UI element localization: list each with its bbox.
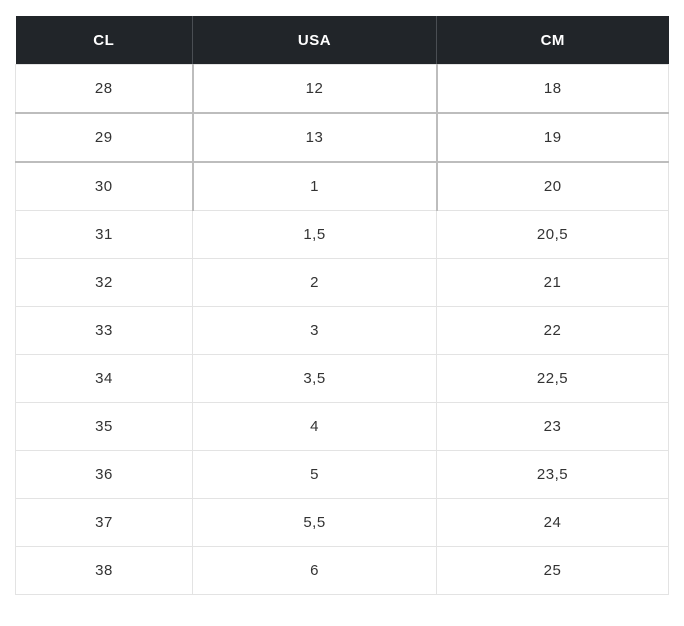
table-row: 30 1 20	[15, 161, 669, 211]
table-header: CL USA CM	[15, 16, 669, 65]
cell-cm: 23,5	[436, 450, 669, 499]
cell-usa: 12	[191, 64, 438, 114]
cell-cl: 29	[15, 112, 193, 163]
cell-cl: 33	[15, 306, 193, 355]
cell-cm: 25	[436, 546, 669, 595]
table-row: 35 4 23	[15, 402, 669, 451]
cell-usa: 3	[192, 306, 437, 355]
cell-cl: 37	[15, 498, 193, 547]
table-row: 31 1,5 20,5	[15, 210, 669, 259]
cell-usa: 1,5	[192, 210, 437, 259]
cell-cl: 35	[15, 402, 193, 451]
cell-usa: 1	[191, 161, 438, 211]
cell-cm: 18	[436, 64, 669, 114]
cell-usa: 5,5	[192, 498, 437, 547]
table-row: 38 6 25	[15, 546, 669, 595]
size-conversion-table: CL USA CM 28 12 18 29 13 19 30 1 20 31 1…	[15, 16, 669, 595]
cell-cl: 34	[15, 354, 193, 403]
cell-cm: 20	[436, 161, 669, 211]
cell-usa: 13	[191, 112, 438, 163]
cell-cm: 24	[436, 498, 669, 547]
column-header-usa: USA	[192, 16, 437, 65]
table-row: 36 5 23,5	[15, 450, 669, 499]
table-body: 28 12 18 29 13 19 30 1 20 31 1,5 20,5 32…	[15, 64, 669, 595]
cell-usa: 4	[192, 402, 437, 451]
cell-cm: 22,5	[436, 354, 669, 403]
cell-cl: 30	[15, 161, 193, 211]
table-row: 37 5,5 24	[15, 498, 669, 547]
cell-usa: 3,5	[192, 354, 437, 403]
column-header-cm: CM	[436, 16, 669, 65]
cell-cl: 38	[15, 546, 193, 595]
table-row: 34 3,5 22,5	[15, 354, 669, 403]
column-header-cl: CL	[15, 16, 193, 65]
cell-cl: 36	[15, 450, 193, 499]
cell-usa: 6	[192, 546, 437, 595]
cell-usa: 2	[192, 258, 437, 307]
cell-cm: 23	[436, 402, 669, 451]
cell-cl: 32	[15, 258, 193, 307]
table-row: 29 13 19	[15, 112, 669, 163]
cell-cm: 22	[436, 306, 669, 355]
table-row: 28 12 18	[15, 64, 669, 114]
cell-cl: 28	[15, 64, 193, 114]
cell-cm: 19	[436, 112, 669, 163]
cell-cm: 20,5	[436, 210, 669, 259]
table-row: 33 3 22	[15, 306, 669, 355]
table-row: 32 2 21	[15, 258, 669, 307]
cell-usa: 5	[192, 450, 437, 499]
cell-cm: 21	[436, 258, 669, 307]
cell-cl: 31	[15, 210, 193, 259]
header-row: CL USA CM	[15, 16, 669, 65]
